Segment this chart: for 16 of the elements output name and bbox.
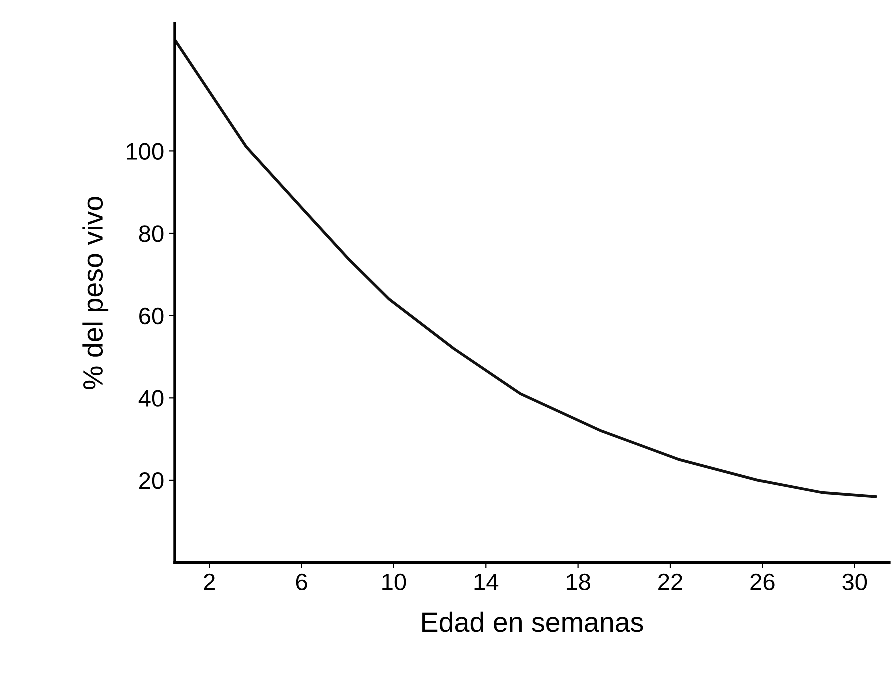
x-tick-label: 26 <box>750 574 775 591</box>
y-tick-label: 40 <box>138 390 164 407</box>
x-tick-label: 18 <box>566 574 590 591</box>
x-tick-label: 22 <box>658 574 682 590</box>
y-tick-label: 20 <box>140 472 164 490</box>
x-tick-label: 10 <box>382 574 406 591</box>
y-tick-label: 80 <box>139 226 164 242</box>
line-series <box>175 38 877 498</box>
x-tick-label: 14 <box>474 574 499 590</box>
x-tick-label: 6 <box>296 574 308 591</box>
y-tick-label: 100 <box>127 143 164 160</box>
y-tick-label: 60 <box>140 308 164 325</box>
y-axis-title: % del peso vivo <box>82 197 109 390</box>
x-tick-label: 2 <box>204 574 215 590</box>
x-axis-title: Edad en semanas <box>422 612 644 632</box>
x-tick-label: 30 <box>842 574 868 591</box>
